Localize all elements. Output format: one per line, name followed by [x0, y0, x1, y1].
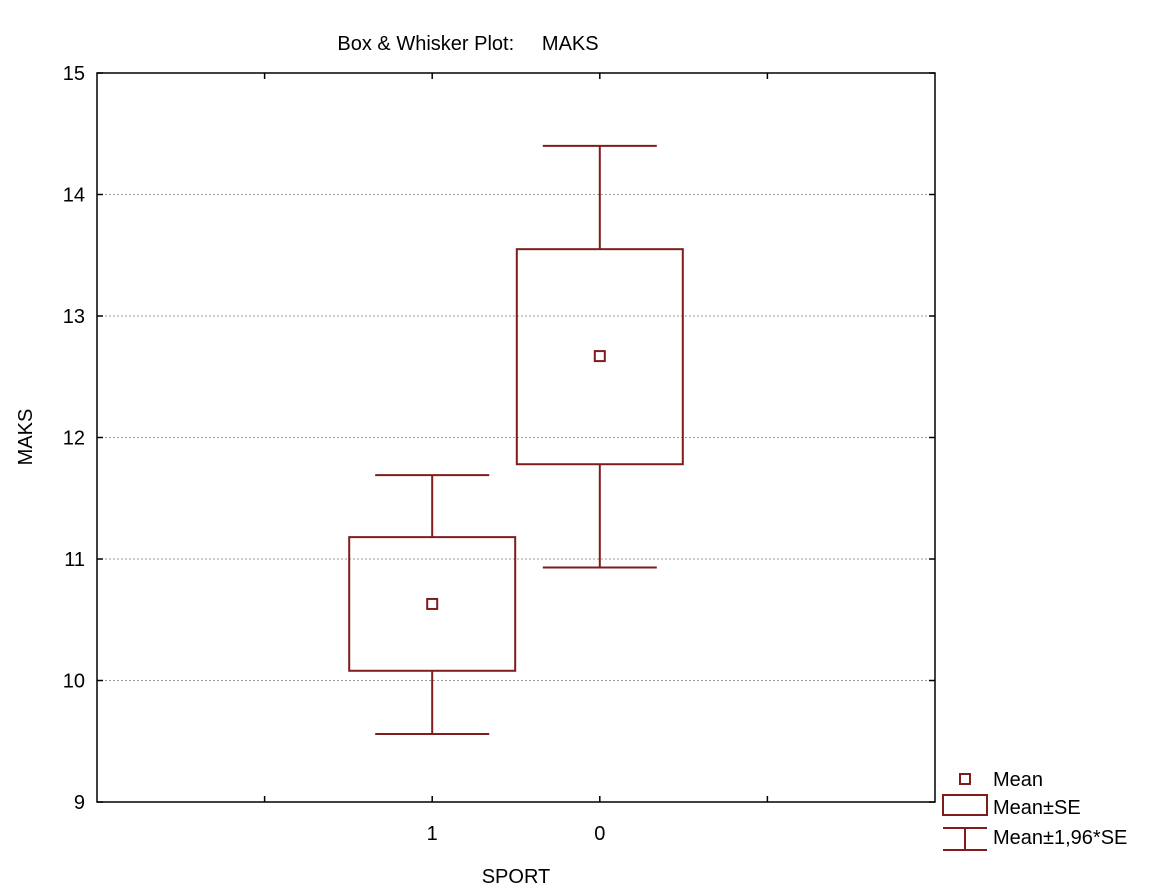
x-tick-label: 1 [427, 823, 438, 845]
x-tick-label: 0 [594, 823, 605, 845]
y-tick-label: 13 [63, 306, 85, 328]
y-tick-label: 14 [63, 185, 85, 207]
mean-marker [593, 350, 606, 363]
legend-label: Mean±1,96*SE [993, 827, 1127, 849]
mean-marker [426, 597, 439, 610]
axis-ticks: 9 10 11 12 13 14 15 [63, 63, 935, 814]
se-box [515, 248, 684, 466]
legend-mean-symbol [959, 773, 971, 785]
y-tick-label: 10 [63, 671, 85, 693]
legend-item-box: Mean±SE [942, 794, 1081, 819]
legend: Mean Mean±SE Mean±1,96*SE [942, 769, 1127, 851]
x-axis-title: SPORT [482, 866, 551, 888]
y-tick-label: 11 [64, 549, 85, 571]
y-tick-label: 12 [63, 428, 85, 450]
box-group-1: 1 [348, 474, 517, 845]
legend-label: Mean±SE [993, 797, 1081, 819]
legend-item-mean-square: Mean [959, 769, 1043, 791]
chart-title: Box & Whisker Plot: MAKS [337, 33, 598, 55]
legend-box-symbol [942, 794, 988, 816]
legend-item-whisker: Mean±1,96*SE [943, 827, 1127, 851]
y-axis-title: MAKS [15, 409, 37, 466]
box-group-0: 0 [515, 144, 684, 845]
y-tick-label: 9 [74, 792, 85, 814]
legend-label: Mean [993, 769, 1043, 791]
y-tick-label: 15 [63, 63, 85, 85]
se-box [348, 536, 517, 672]
